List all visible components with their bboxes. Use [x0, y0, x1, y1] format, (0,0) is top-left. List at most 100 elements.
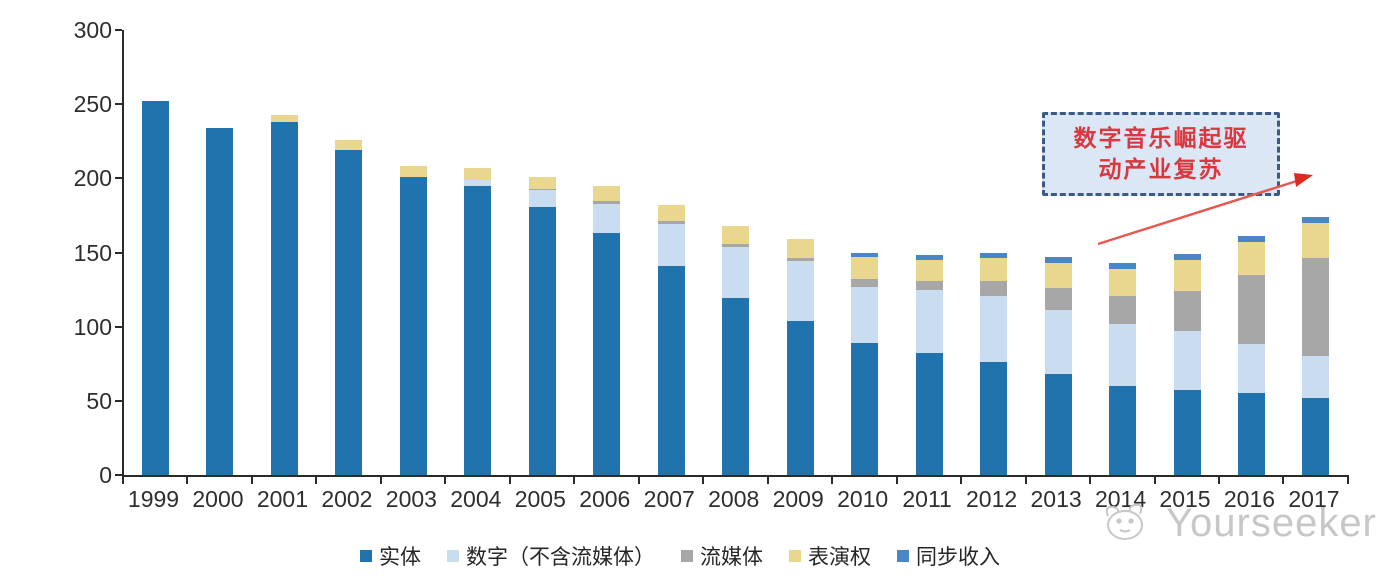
bar-segment — [1302, 258, 1330, 357]
x-axis-tick-label: 2013 — [1030, 486, 1082, 512]
legend-label: 同步收入 — [916, 546, 1000, 569]
y-axis-tick-label: 200 — [73, 165, 112, 192]
y-axis-tick-label: 0 — [99, 462, 112, 488]
x-axis-tick-label: 2006 — [579, 486, 631, 512]
x-axis-tick-mark — [637, 477, 640, 484]
x-axis-tick-mark — [960, 477, 963, 484]
x-axis-tick-mark — [250, 477, 253, 484]
bar-segment — [1109, 295, 1137, 324]
bar-segment — [528, 188, 556, 191]
bar-segment — [657, 205, 685, 222]
bar-segment — [786, 320, 814, 475]
x-axis-tick-mark — [573, 477, 576, 484]
bar-segment — [1173, 390, 1201, 475]
y-axis-tick-mark — [115, 103, 122, 106]
x-axis-tick-mark — [1153, 477, 1156, 484]
watermark-text: Yourseeker — [1166, 501, 1377, 545]
y-axis-tick-mark — [115, 177, 122, 180]
bar-segment — [980, 362, 1008, 475]
annotation-callout: 数字音乐崛起驱 动产业复苏 — [1042, 112, 1280, 196]
legend-swatch — [789, 550, 801, 562]
y-axis-tick-label: 100 — [73, 313, 112, 340]
x-axis-tick-mark — [831, 477, 834, 484]
x-axis-tick-mark — [1346, 477, 1349, 484]
x-axis-tick-label: 2015 — [1159, 486, 1211, 512]
plot-area — [122, 30, 1349, 477]
bar-segment — [1173, 254, 1201, 260]
x-axis-tick-label: 2009 — [772, 486, 824, 512]
bar-segment — [915, 289, 943, 354]
bar-segment — [1044, 288, 1072, 311]
x-axis-tick-label: 2010 — [837, 486, 889, 512]
x-axis-tick-label: 2000 — [192, 486, 244, 512]
x-axis-tick-label: 2005 — [514, 486, 566, 512]
bar-segment — [1237, 242, 1265, 275]
legend-item: 实体 — [360, 541, 421, 571]
bar-segment — [1044, 262, 1072, 289]
x-axis-tick-label: 2011 — [902, 486, 952, 512]
x-axis-tick-mark — [379, 477, 382, 484]
bar-segment — [528, 206, 556, 475]
bar-segment — [464, 185, 492, 475]
bar-segment — [593, 185, 621, 201]
y-axis-tick-mark — [115, 474, 122, 476]
bar-segment — [1302, 397, 1330, 475]
x-axis-tick-mark — [315, 477, 318, 484]
bar-segment — [851, 252, 879, 257]
y-axis-tick-label: 50 — [86, 387, 112, 414]
x-axis-tick-mark — [1089, 477, 1092, 484]
bar-segment — [1109, 323, 1137, 386]
x-axis-tick-label: 2004 — [450, 486, 502, 512]
x-axis-tick-label: 2001 — [256, 486, 309, 512]
legend-item: 流媒体 — [681, 541, 763, 571]
watermark: Yourseeker — [1100, 498, 1377, 548]
bar-segment — [1173, 259, 1201, 292]
x-axis-tick-label: 2002 — [321, 486, 373, 512]
bar-segment — [1109, 262, 1137, 269]
yourseeker-logo-icon — [1105, 503, 1143, 540]
legend-item: 表演权 — [789, 541, 871, 571]
x-axis-tick-label: 2016 — [1223, 486, 1276, 512]
bar-segment — [399, 176, 427, 475]
bar-segment — [722, 298, 750, 475]
bar-segment — [657, 265, 685, 475]
legend-item: 同步收入 — [897, 541, 1000, 571]
legend-swatch — [447, 550, 459, 562]
x-axis-tick-mark — [508, 477, 511, 484]
x-axis-tick-label: 2017 — [1288, 486, 1340, 512]
bar-segment — [657, 224, 685, 266]
x-axis-tick-mark — [122, 477, 124, 484]
x-axis-tick-mark — [1217, 477, 1220, 484]
x-axis-tick-mark — [766, 477, 769, 484]
y-axis-tick-mark — [115, 325, 122, 328]
bar-segment — [1237, 344, 1265, 394]
legend-label: 流媒体 — [700, 546, 763, 569]
annotation-arrow — [1097, 173, 1313, 246]
bar-segment — [142, 101, 169, 475]
legend-label: 数字（不含流媒体） — [466, 546, 655, 569]
bar-segment — [1237, 274, 1265, 345]
bar-segment — [851, 286, 879, 343]
bar-segment — [1302, 216, 1330, 223]
bar-segment — [722, 225, 750, 244]
bar-segment — [1302, 222, 1330, 259]
x-axis-tick-label: 2012 — [966, 486, 1018, 512]
bar-segment — [786, 258, 814, 262]
x-axis-tick-label: 2007 — [643, 486, 695, 512]
bar-segment — [593, 200, 621, 204]
y-axis-tick-mark — [115, 399, 122, 402]
bar-segment — [399, 166, 427, 177]
x-axis-tick-mark — [1282, 477, 1285, 484]
bar-segment — [915, 259, 943, 281]
bar-segment — [786, 261, 814, 321]
y-axis-tick-mark — [115, 29, 122, 31]
bar-segment — [851, 342, 879, 475]
y-axis-tick-label: 250 — [73, 91, 112, 118]
bar-segment — [980, 280, 1008, 296]
legend-swatch — [681, 550, 693, 562]
bar-segment — [1044, 374, 1072, 475]
bar-segment — [1302, 356, 1330, 398]
x-axis-tick-label: 2008 — [708, 486, 760, 512]
y-axis-tick-mark — [115, 251, 122, 254]
y-axis-tick-label: 150 — [73, 239, 112, 266]
